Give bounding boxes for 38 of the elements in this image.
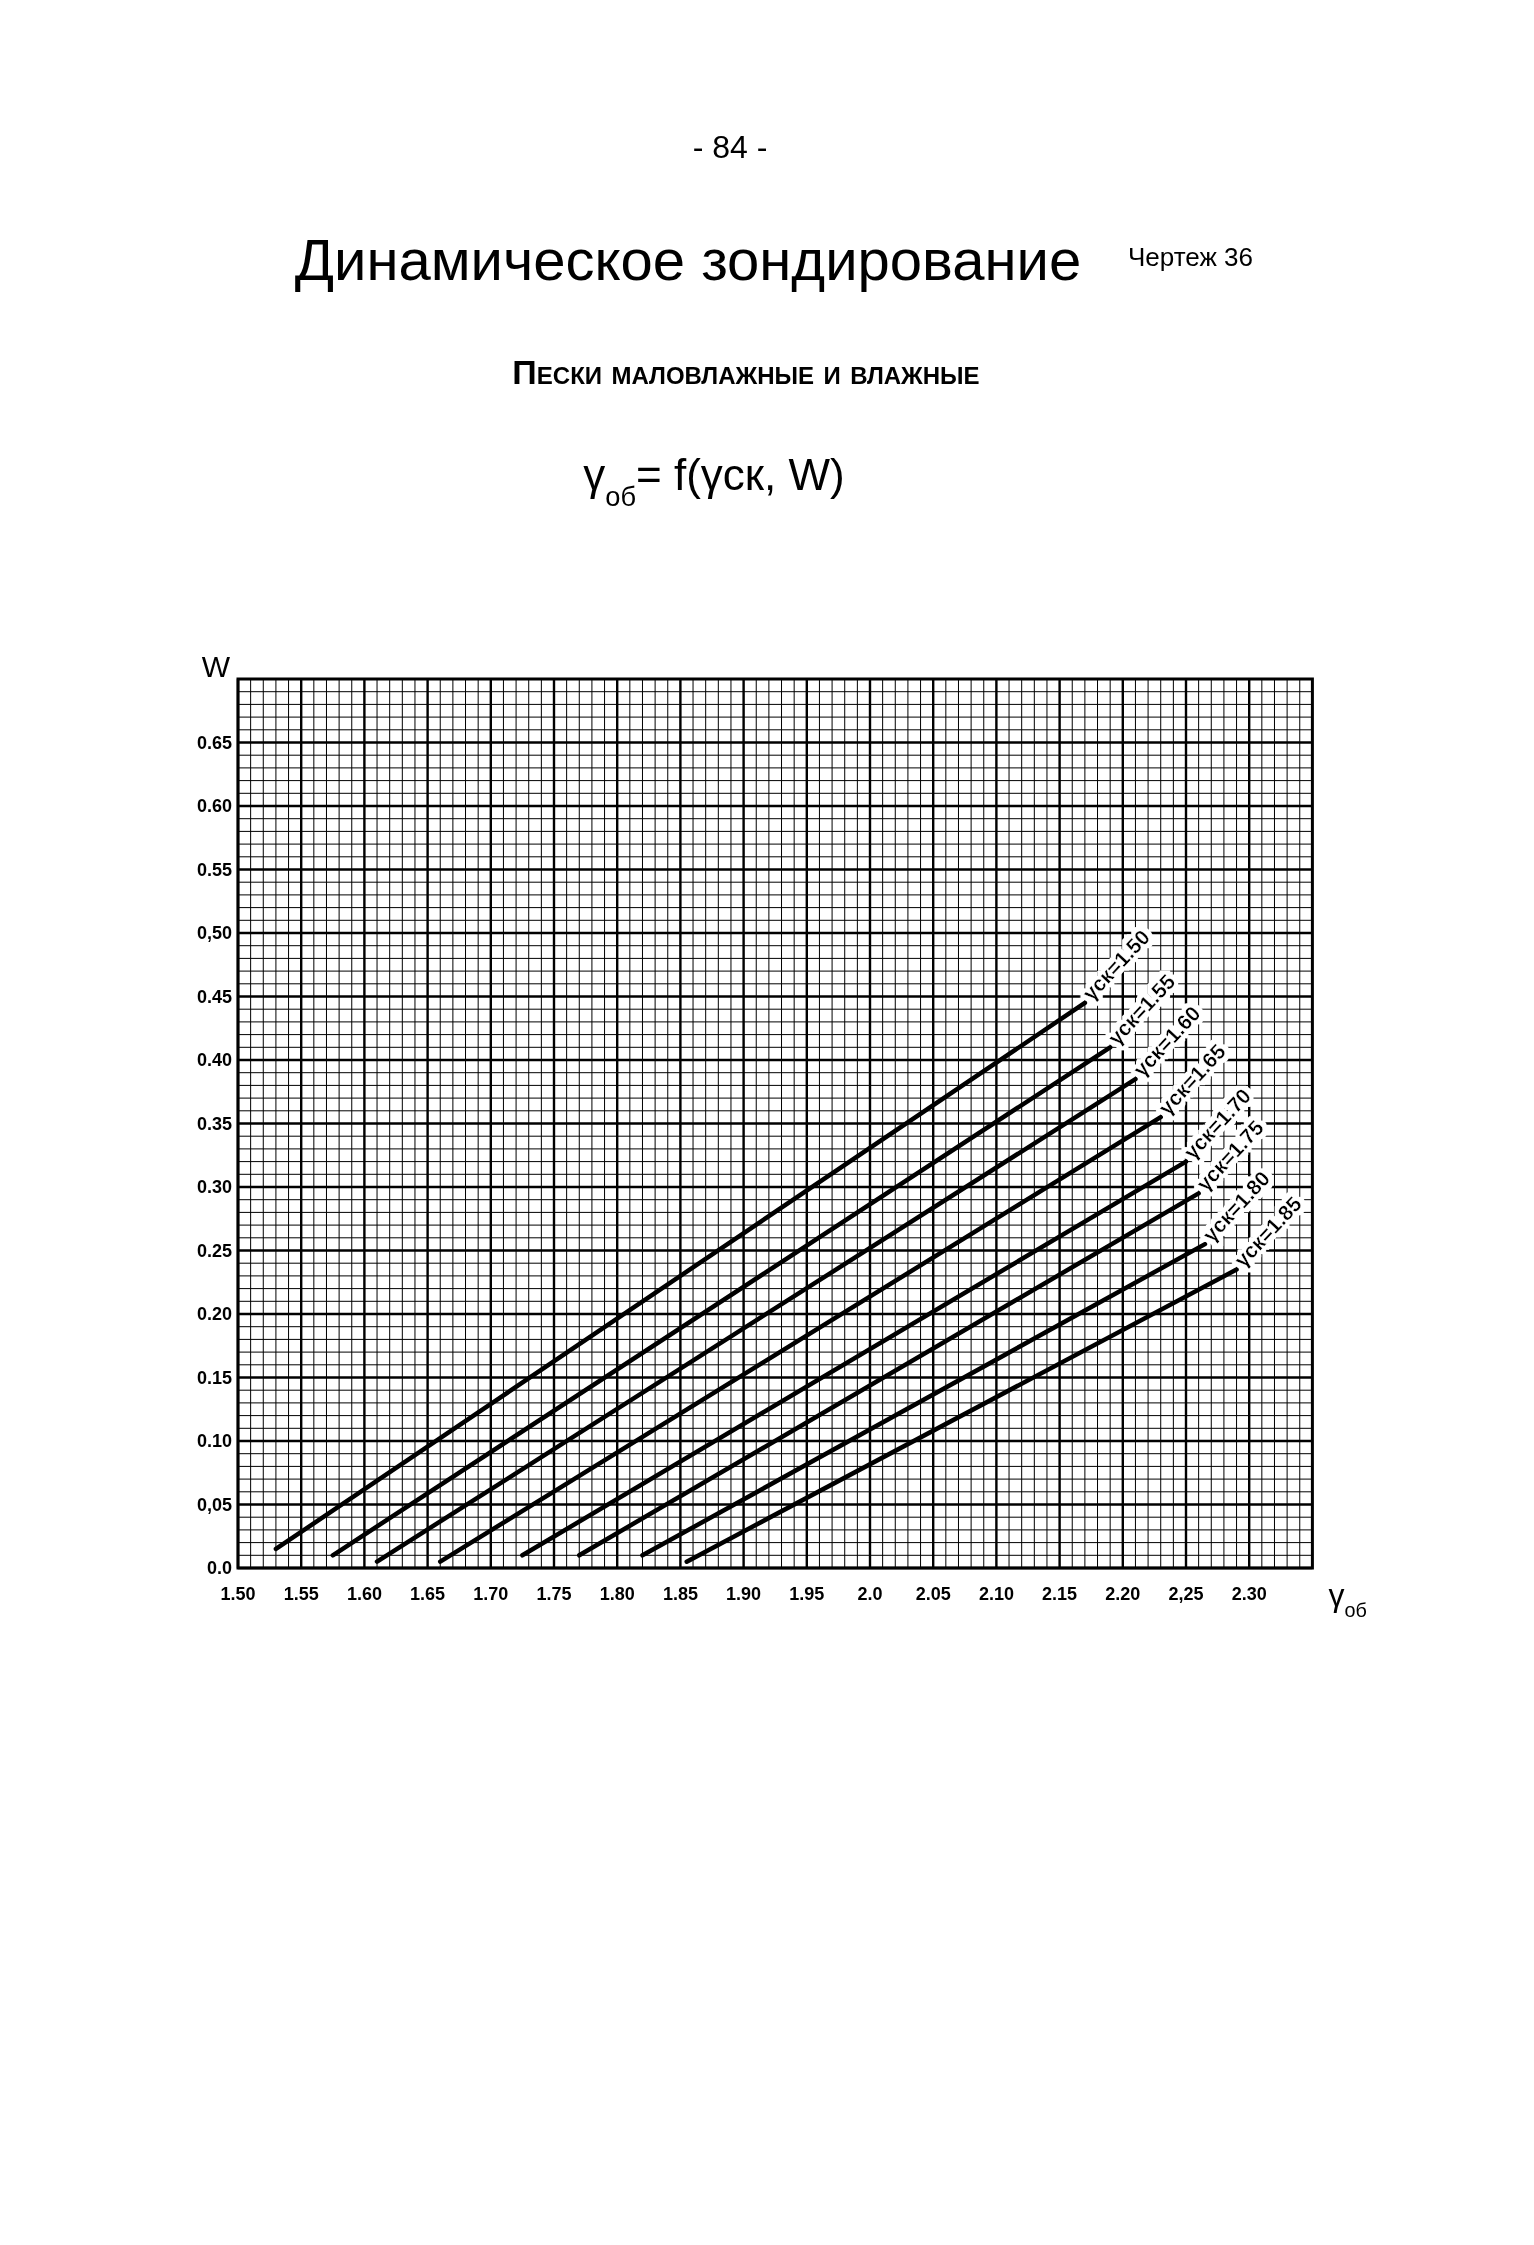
text: γ$_{об}$= f(γск, W) [583, 450, 845, 512]
y-tick-label: 0.35 [196, 1113, 232, 1134]
y-tick-label: 0.20 [196, 1304, 232, 1324]
y-tick-label: 0.10 [196, 1431, 232, 1451]
y-tick-label: 0.55 [196, 859, 232, 880]
text: - 84 - [692, 129, 768, 165]
x-tick-label: 1.55 [283, 1584, 319, 1604]
chart-subtitle: Пески маловлажные и влажные [512, 353, 980, 391]
x-tick-label: 1.90 [726, 1584, 762, 1604]
x-tick-label: 1.80 [599, 1584, 635, 1604]
x-tick-label: 1.60 [346, 1584, 382, 1604]
x-tick-label: 2.0 [857, 1584, 883, 1604]
x-tick-label: 2.05 [915, 1584, 951, 1604]
x-axis-title: γ$_{об}$ [1328, 1577, 1367, 1621]
y-tick-label: 0,50 [196, 923, 232, 943]
x-tick-label: 2.10 [978, 1584, 1014, 1604]
x-tick-label: 1.65 [410, 1584, 446, 1604]
chart-title: Динамическое зондирование [294, 227, 1082, 292]
x-tick-label: 2.30 [1231, 1584, 1267, 1604]
y-axis-title: W [201, 650, 231, 683]
y-tick-label: 0.25 [196, 1240, 232, 1261]
y-tick-label: 0.65 [196, 732, 232, 753]
y-tick-label: 0.45 [196, 986, 232, 1007]
y-tick-label: 0.0 [206, 1558, 232, 1578]
text: Чертеж 36 [1128, 242, 1253, 272]
y-tick-label: 0.30 [196, 1177, 232, 1197]
x-tick-label: 1.50 [220, 1584, 256, 1604]
y-tick-label: 0,05 [196, 1494, 232, 1515]
x-tick-label: 1.70 [473, 1584, 509, 1604]
x-tick-label: 1.75 [536, 1584, 572, 1604]
x-tick-label: 2,25 [1168, 1584, 1204, 1604]
x-tick-label: 2.15 [1042, 1584, 1078, 1604]
x-tick-label: 1.95 [789, 1584, 825, 1604]
x-tick-label: 1.85 [662, 1584, 698, 1604]
x-tick-label: 2.20 [1105, 1584, 1141, 1604]
y-tick-label: 0.15 [196, 1367, 232, 1388]
y-tick-label: 0.60 [196, 796, 232, 816]
y-tick-label: 0.40 [196, 1050, 232, 1070]
